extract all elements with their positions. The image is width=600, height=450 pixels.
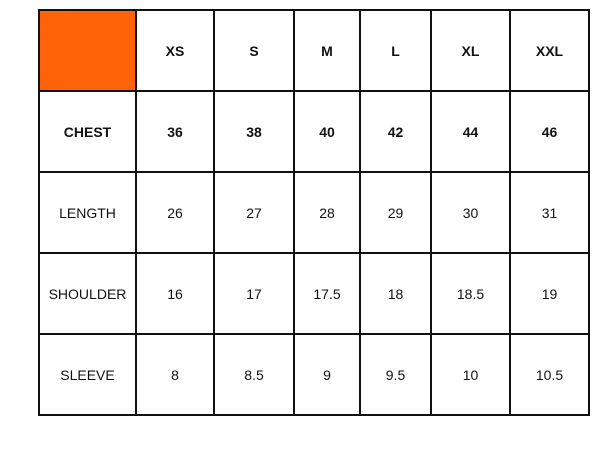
measurement-cell: 16 — [135, 252, 215, 335]
measurement-cell: 8.5 — [213, 333, 295, 416]
measurement-cell: 31 — [509, 171, 590, 254]
measurement-cell: 29 — [359, 171, 432, 254]
row-label: SHOULDER — [38, 252, 137, 335]
measurement-cell: 36 — [135, 90, 215, 173]
table-row: LENGTH 26 27 28 29 30 31 — [38, 171, 590, 254]
size-header: XS — [135, 9, 215, 92]
size-header: S — [213, 9, 295, 92]
measurement-cell: 10 — [430, 333, 511, 416]
table-row: SLEEVE 8 8.5 9 9.5 10 10.5 — [38, 333, 590, 416]
measurement-cell: 8 — [135, 333, 215, 416]
row-label: SLEEVE — [38, 333, 137, 416]
measurement-cell: 38 — [213, 90, 295, 173]
row-label: LENGTH — [38, 171, 137, 254]
size-header: XXL — [509, 9, 590, 92]
measurement-cell: 42 — [359, 90, 432, 173]
corner-cell — [38, 9, 137, 92]
size-header: L — [359, 9, 432, 92]
measurement-cell: 18 — [359, 252, 432, 335]
measurement-cell: 19 — [509, 252, 590, 335]
row-label: CHEST — [38, 90, 137, 173]
measurement-cell: 28 — [293, 171, 361, 254]
measurement-cell: 17 — [213, 252, 295, 335]
size-header: M — [293, 9, 361, 92]
measurement-cell: 44 — [430, 90, 511, 173]
size-header: XL — [430, 9, 511, 92]
size-chart-table: XS S M L XL XXL CHEST 36 38 40 42 44 46 LENGTH 26 27 28 2… — [38, 9, 590, 416]
measurement-cell: 10.5 — [509, 333, 590, 416]
measurement-cell: 9.5 — [359, 333, 432, 416]
measurement-cell: 9 — [293, 333, 361, 416]
measurement-cell: 26 — [135, 171, 215, 254]
measurement-cell: 17.5 — [293, 252, 361, 335]
measurement-cell: 30 — [430, 171, 511, 254]
table-row: SHOULDER 16 17 17.5 18 18.5 19 — [38, 252, 590, 335]
table-row: CHEST 36 38 40 42 44 46 — [38, 90, 590, 173]
measurement-cell: 18.5 — [430, 252, 511, 335]
measurement-cell: 46 — [509, 90, 590, 173]
measurement-cell: 40 — [293, 90, 361, 173]
header-row: XS S M L XL XXL — [38, 9, 590, 92]
measurement-cell: 27 — [213, 171, 295, 254]
